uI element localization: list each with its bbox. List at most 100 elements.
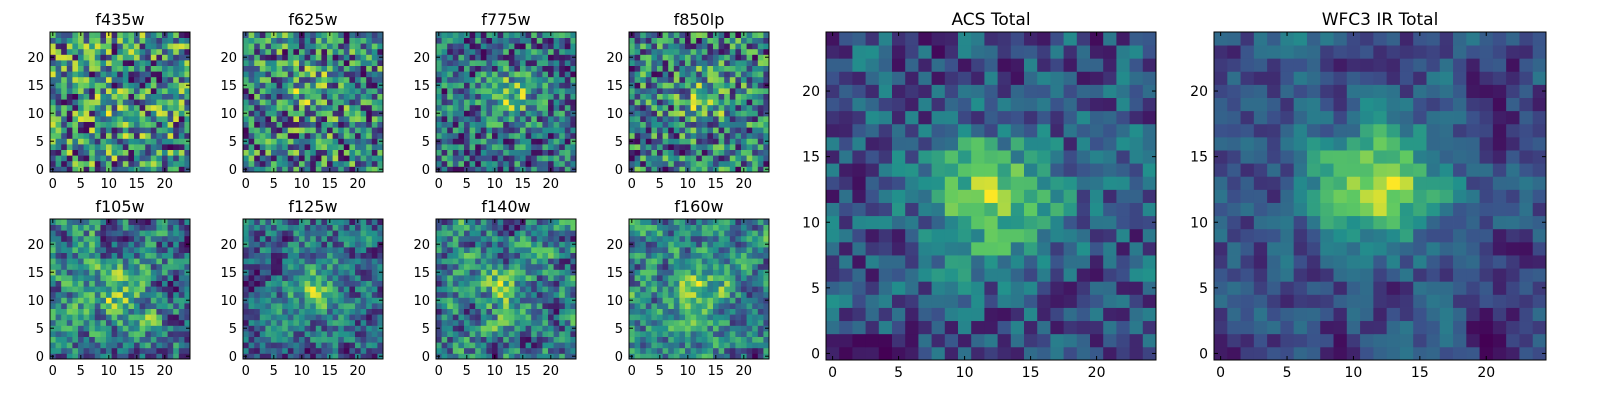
heatmap-cell	[321, 99, 328, 106]
heatmap-cell	[327, 342, 333, 349]
heatmap-cell	[111, 336, 118, 343]
heatmap-cell	[662, 104, 669, 111]
heatmap-cell	[503, 297, 510, 304]
heatmap-cell	[106, 319, 112, 326]
heatmap-cell	[741, 331, 747, 337]
heatmap-cell	[134, 71, 140, 78]
heatmap-cell	[525, 331, 532, 337]
heatmap-cell	[327, 303, 333, 309]
heatmap-cell	[673, 275, 680, 281]
heatmap-cell	[173, 247, 180, 253]
heatmap-cell	[486, 71, 493, 78]
heatmap-cell	[304, 160, 311, 167]
heatmap-cell	[436, 342, 442, 349]
heatmap-cell	[332, 219, 339, 225]
heatmap-cell	[89, 104, 96, 111]
heatmap-cell	[248, 297, 255, 304]
heatmap-cell	[254, 127, 261, 134]
heatmap-cell	[321, 160, 328, 167]
heatmap-cell	[254, 121, 261, 128]
heatmap-cell	[690, 149, 697, 156]
heatmap-cell	[690, 54, 697, 61]
heatmap-cell	[265, 155, 272, 162]
heatmap-cell	[349, 331, 356, 337]
heatmap-cell	[265, 127, 272, 134]
heatmap-cell	[559, 71, 566, 78]
heatmap-cell	[128, 93, 135, 100]
heatmap-cell	[640, 353, 647, 360]
heatmap-cell	[83, 43, 90, 50]
heatmap-cell	[139, 88, 146, 94]
heatmap-cell	[757, 127, 764, 134]
heatmap-cell	[548, 60, 554, 66]
heatmap-cell	[640, 48, 647, 55]
heatmap-cell	[634, 76, 641, 83]
heatmap-cell	[271, 331, 277, 337]
heatmap-cell	[707, 65, 714, 72]
heatmap-cell	[145, 331, 152, 337]
heatmap-cell	[265, 121, 272, 128]
heatmap-cell	[78, 297, 84, 304]
heatmap-cell	[150, 347, 157, 354]
heatmap-cell	[514, 65, 521, 72]
heatmap-cell	[150, 76, 157, 83]
heatmap-cell	[548, 314, 554, 321]
heatmap-cell	[248, 291, 255, 298]
heatmap-cell	[178, 331, 185, 337]
heatmap-cell	[139, 121, 146, 128]
heatmap-cell	[492, 60, 498, 66]
heatmap-cell	[310, 110, 317, 117]
heatmap-cell	[173, 110, 180, 117]
heatmap-cell	[287, 127, 294, 134]
heatmap-cell	[184, 104, 191, 111]
heatmap-cell	[492, 132, 498, 139]
heatmap-cell	[106, 65, 112, 72]
heatmap-cell	[679, 319, 686, 326]
heatmap-cell	[718, 93, 725, 100]
heatmap-cell	[254, 325, 261, 332]
heatmap-cell	[254, 303, 261, 309]
heatmap-cell	[162, 82, 168, 89]
heatmap-cell	[299, 230, 305, 237]
heatmap-cell	[531, 331, 538, 337]
heatmap-cell	[117, 286, 124, 293]
heatmap-cell	[458, 48, 465, 55]
heatmap-cell	[458, 286, 465, 293]
heatmap-cell	[441, 132, 448, 139]
heatmap-cell	[508, 71, 515, 78]
heatmap-cell	[548, 286, 554, 293]
heatmap-cell	[355, 314, 361, 321]
heatmap-cell	[145, 342, 152, 349]
heatmap-cell	[564, 166, 571, 173]
heatmap-cell	[701, 99, 708, 106]
heatmap-cell	[718, 347, 725, 354]
heatmap-cell	[304, 93, 311, 100]
heatmap-cell	[634, 286, 641, 293]
heatmap-cell	[464, 48, 470, 55]
heatmap-cell	[668, 54, 675, 61]
heatmap-cell	[248, 160, 255, 167]
heatmap-cell	[243, 252, 249, 259]
heatmap-cell	[724, 32, 731, 38]
heatmap-cell	[542, 37, 549, 44]
heatmap-cell	[178, 314, 185, 321]
heatmap-cell	[271, 258, 277, 265]
heatmap-cell	[679, 48, 686, 55]
heatmap-cell	[248, 149, 255, 156]
heatmap-cell	[83, 347, 90, 354]
y-tick-label: 5	[36, 322, 44, 337]
heatmap-cell	[338, 43, 345, 50]
heatmap-cell	[259, 99, 266, 106]
heatmap-cell	[757, 303, 764, 309]
heatmap-cell	[441, 263, 448, 270]
heatmap-cell	[315, 60, 322, 66]
heatmap-cell	[685, 104, 691, 111]
heatmap-cell	[531, 88, 538, 94]
heatmap-cell	[271, 314, 277, 321]
heatmap-cell	[564, 325, 571, 332]
heatmap-cell	[128, 37, 135, 44]
heatmap-cell	[525, 291, 532, 298]
heatmap-cell	[78, 319, 84, 326]
heatmap-cell	[304, 116, 311, 122]
heatmap-cell	[657, 149, 663, 156]
